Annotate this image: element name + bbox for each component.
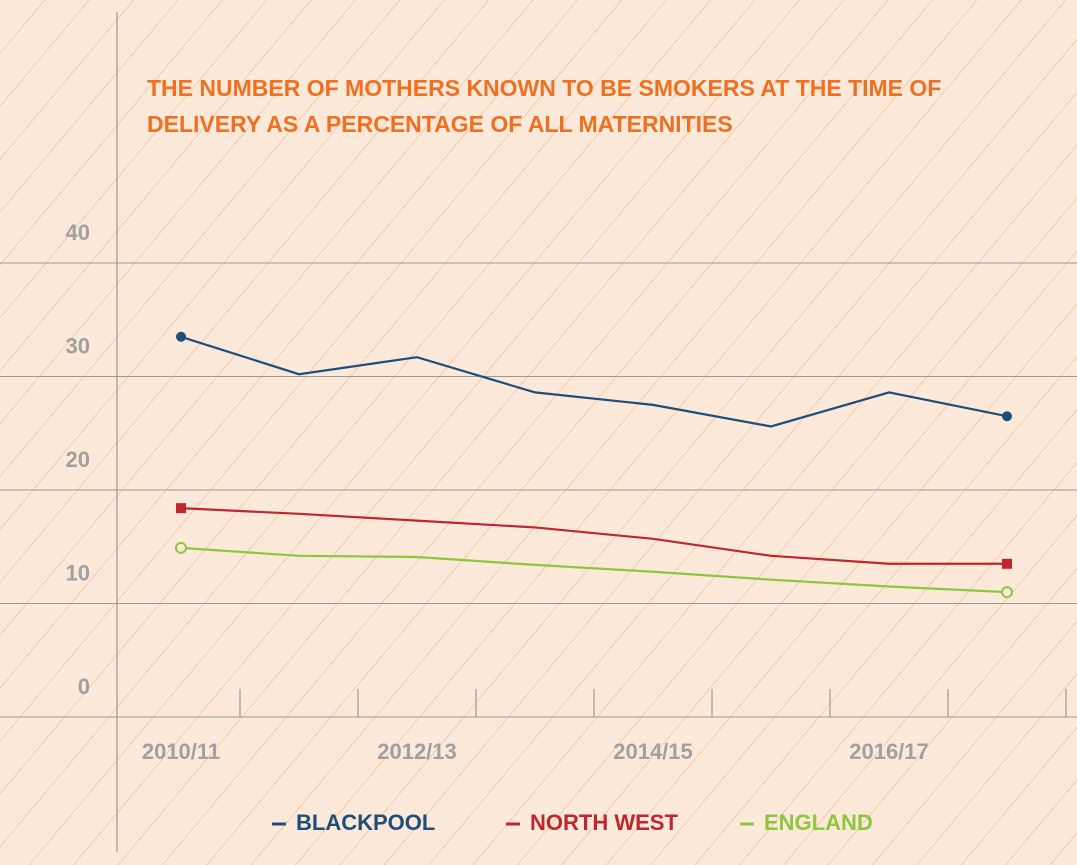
y-tick-label: 10 [66,560,90,585]
x-tick-label: 2016/17 [849,739,929,764]
y-tick-label: 20 [66,447,90,472]
marker [1002,411,1012,422]
marker [176,503,186,514]
marker [1001,586,1013,599]
x-tick-label: 2012/13 [377,739,457,764]
chart-title: THE NUMBER OF MOTHERS KNOWN TO BE SMOKER… [147,75,942,137]
series-line [180,507,1007,565]
marker [1002,558,1012,569]
legend-label: BLACKPOOL [296,810,435,835]
legend-label: NORTH WEST [530,810,678,835]
y-tick-label: 40 [66,220,90,245]
legend-label: ENGLAND [764,810,873,835]
x-tick-label: 2014/15 [613,739,693,764]
series-line [180,546,1008,594]
y-tick-label: 0 [78,674,90,699]
y-tick-label: 30 [66,333,90,358]
x-tick-label: 2010/11 [142,739,220,764]
marker [175,541,187,554]
marker [176,331,186,342]
series-line [180,335,1008,428]
